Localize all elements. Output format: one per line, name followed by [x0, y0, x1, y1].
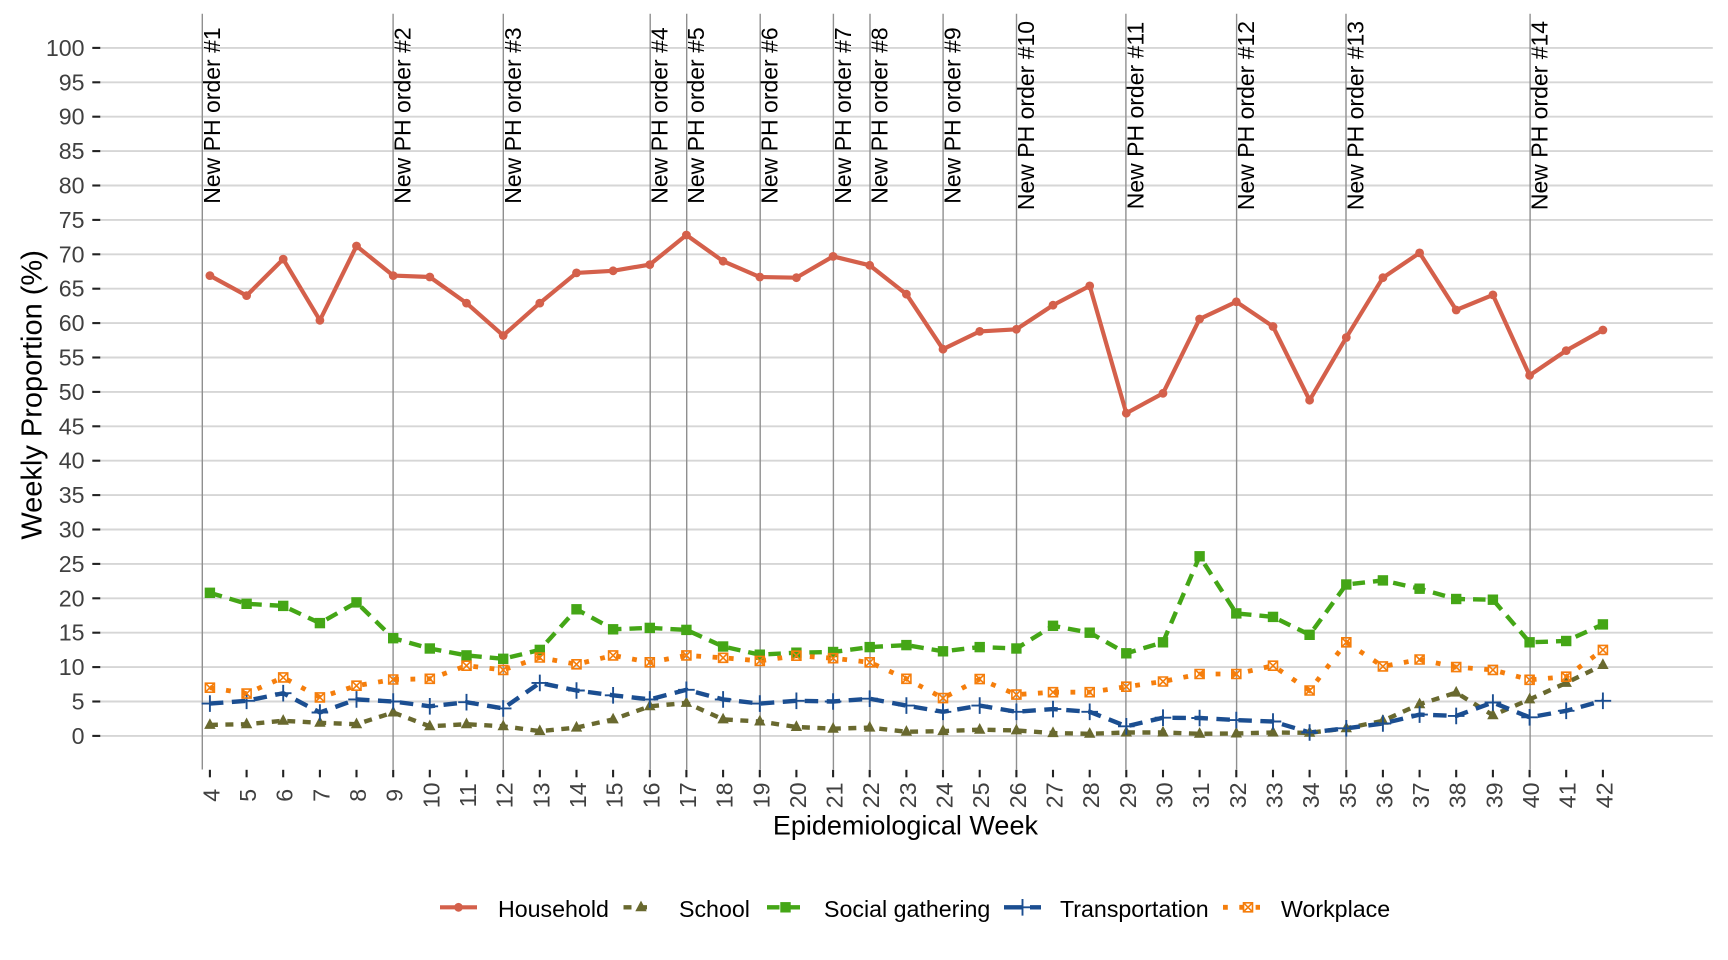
- svg-text:42: 42: [1591, 782, 1617, 808]
- svg-text:30: 30: [59, 517, 85, 543]
- svg-text:Weekly Proportion (%): Weekly Proportion (%): [17, 250, 49, 540]
- svg-text:55: 55: [59, 345, 85, 371]
- svg-text:100: 100: [46, 35, 85, 61]
- svg-text:37: 37: [1408, 782, 1434, 808]
- svg-text:5: 5: [235, 789, 261, 802]
- svg-text:20: 20: [785, 782, 811, 808]
- svg-text:32: 32: [1225, 782, 1251, 808]
- svg-text:24: 24: [932, 782, 958, 808]
- svg-text:65: 65: [59, 276, 85, 302]
- svg-text:70: 70: [59, 241, 85, 267]
- svg-text:New PH order #7: New PH order #7: [830, 27, 856, 203]
- svg-text:75: 75: [59, 207, 85, 233]
- svg-text:33: 33: [1262, 782, 1288, 808]
- svg-text:28: 28: [1078, 782, 1104, 808]
- svg-text:12: 12: [492, 782, 518, 808]
- svg-text:6: 6: [272, 789, 298, 802]
- svg-text:New PH order #1: New PH order #1: [199, 27, 225, 203]
- svg-text:Workplace: Workplace: [1281, 896, 1390, 922]
- svg-text:20: 20: [59, 585, 85, 611]
- svg-text:15: 15: [59, 620, 85, 646]
- svg-text:5: 5: [72, 689, 85, 715]
- svg-text:0: 0: [72, 723, 85, 749]
- svg-text:19: 19: [748, 782, 774, 808]
- svg-text:New PH order #14: New PH order #14: [1527, 21, 1553, 210]
- svg-text:38: 38: [1445, 782, 1471, 808]
- svg-text:9: 9: [382, 789, 408, 802]
- svg-text:4: 4: [198, 789, 224, 802]
- svg-text:26: 26: [1005, 782, 1031, 808]
- svg-text:21: 21: [822, 782, 848, 808]
- svg-text:31: 31: [1188, 782, 1214, 808]
- svg-text:New PH order #6: New PH order #6: [757, 27, 783, 203]
- svg-text:45: 45: [59, 413, 85, 439]
- svg-text:11: 11: [455, 783, 481, 807]
- svg-text:New PH order #8: New PH order #8: [867, 27, 893, 203]
- svg-text:41: 41: [1555, 782, 1581, 808]
- svg-text:17: 17: [675, 782, 701, 808]
- svg-text:New PH order #10: New PH order #10: [1013, 21, 1039, 210]
- svg-text:School: School: [679, 896, 750, 922]
- svg-text:95: 95: [59, 69, 85, 95]
- svg-text:39: 39: [1481, 782, 1507, 808]
- svg-text:New PH order #13: New PH order #13: [1343, 21, 1369, 210]
- svg-text:50: 50: [59, 379, 85, 405]
- svg-text:Social gathering: Social gathering: [824, 896, 990, 922]
- svg-text:New PH order #5: New PH order #5: [683, 27, 709, 203]
- svg-text:25: 25: [59, 551, 85, 577]
- svg-text:34: 34: [1298, 782, 1324, 808]
- svg-text:Household: Household: [498, 896, 609, 922]
- svg-text:23: 23: [895, 782, 921, 808]
- svg-text:10: 10: [418, 782, 444, 808]
- svg-text:35: 35: [1335, 782, 1361, 808]
- svg-text:7: 7: [308, 789, 334, 802]
- svg-text:New PH order #3: New PH order #3: [500, 27, 526, 203]
- svg-text:60: 60: [59, 310, 85, 336]
- svg-text:14: 14: [565, 782, 591, 808]
- svg-text:90: 90: [59, 104, 85, 130]
- svg-text:Epidemiological Week: Epidemiological Week: [773, 811, 1039, 841]
- svg-text:22: 22: [858, 782, 884, 808]
- svg-text:29: 29: [1115, 782, 1141, 808]
- svg-text:New PH order #4: New PH order #4: [647, 27, 673, 204]
- svg-text:80: 80: [59, 173, 85, 199]
- svg-text:New PH order #12: New PH order #12: [1233, 21, 1259, 210]
- svg-text:Transportation: Transportation: [1060, 896, 1209, 922]
- svg-text:40: 40: [59, 448, 85, 474]
- svg-text:85: 85: [59, 138, 85, 164]
- svg-text:8: 8: [345, 789, 371, 802]
- svg-text:New PH order #9: New PH order #9: [940, 27, 966, 203]
- svg-text:10: 10: [59, 654, 85, 680]
- svg-text:13: 13: [528, 782, 554, 808]
- svg-text:15: 15: [602, 782, 628, 808]
- svg-text:27: 27: [1042, 782, 1068, 808]
- svg-text:New PH order #2: New PH order #2: [390, 27, 416, 203]
- svg-text:36: 36: [1371, 782, 1397, 808]
- svg-text:40: 40: [1518, 782, 1544, 808]
- svg-text:30: 30: [1152, 782, 1178, 808]
- svg-text:25: 25: [968, 782, 994, 808]
- svg-text:New PH order #11: New PH order #11: [1122, 22, 1148, 210]
- svg-text:18: 18: [712, 782, 738, 808]
- svg-text:16: 16: [638, 782, 664, 808]
- svg-text:35: 35: [59, 482, 85, 508]
